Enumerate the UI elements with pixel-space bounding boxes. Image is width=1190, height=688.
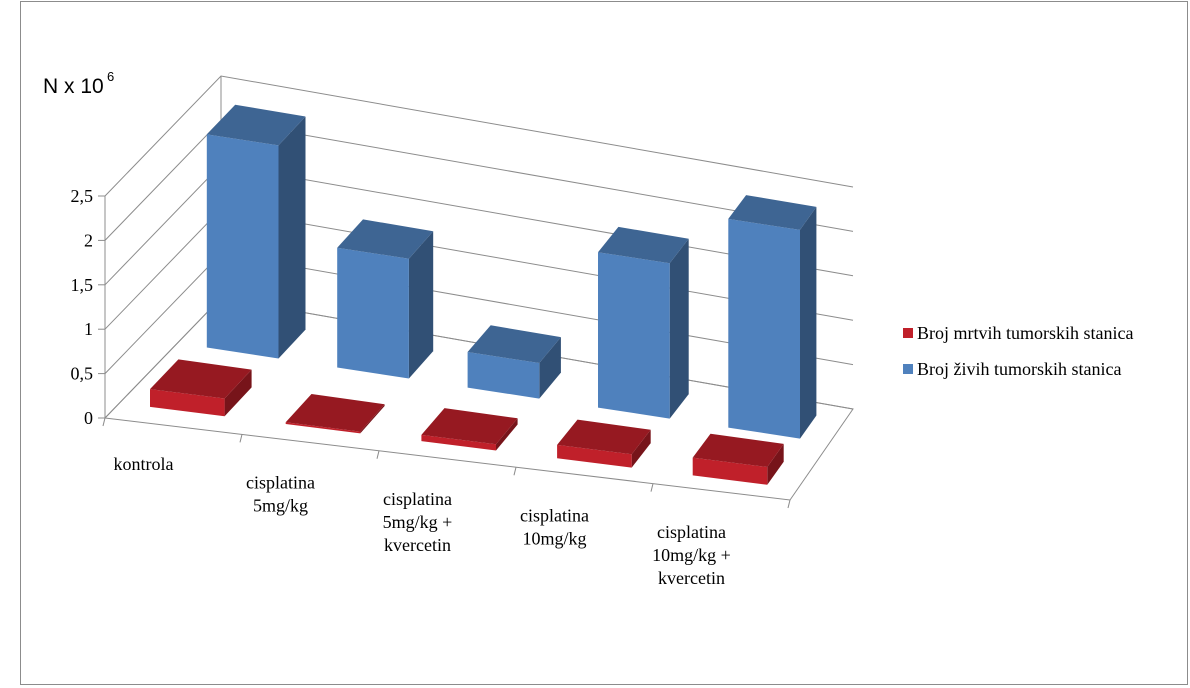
y-tick-label: 0,5 <box>71 364 94 384</box>
x-tick-mark <box>513 467 517 476</box>
bar-front <box>337 247 409 379</box>
bar-top <box>692 433 784 467</box>
bar-front <box>557 444 632 468</box>
legend: Broj mrtvih tumorskih stanica Broj živih … <box>903 323 1133 379</box>
bars <box>150 104 817 485</box>
bar-top <box>150 359 252 399</box>
bar-side <box>224 369 252 417</box>
x-category-line: cisplatina <box>246 473 315 493</box>
x-axis: kontrola cisplatina 5mg/kg cisplatina 5mg/kg… <box>102 417 791 588</box>
y-tick-label: 2 <box>84 230 93 250</box>
y-tick-label: 0 <box>84 408 93 428</box>
y-axis-title: N x 10 6 <box>43 69 114 98</box>
y-axis-title-superscript: 6 <box>107 69 114 84</box>
x-tick-mark <box>102 417 106 427</box>
bar-top <box>557 419 651 455</box>
bar-front <box>692 457 768 485</box>
bar <box>728 195 817 439</box>
bar-side <box>278 116 306 359</box>
y-tick-label: 2,5 <box>71 186 94 206</box>
series-dead-bars <box>150 359 784 485</box>
x-category-line: cisplatina <box>657 522 726 542</box>
chart-frame: 0 0,5 1 1,5 2 2,5 kontrola cisplatina 5mg/kg cis… <box>20 1 1188 685</box>
x-category-label: cisplatina 10mg/kg + kvercetin <box>652 522 731 588</box>
x-tick-mark <box>376 450 380 459</box>
bar-top <box>337 219 434 259</box>
y-axis: 0 0,5 1 1,5 2 2,5 <box>71 186 105 428</box>
x-category-line: 10mg/kg + <box>652 545 731 565</box>
legend-label: Broj živih tumorskih stanica <box>917 359 1121 379</box>
bar <box>598 226 689 419</box>
bar <box>150 359 252 417</box>
bar-front <box>728 218 800 439</box>
bar-front <box>598 252 670 419</box>
bar <box>467 325 561 399</box>
bar <box>557 419 651 468</box>
x-category-line: 10mg/kg <box>522 528 586 548</box>
x-category-label: cisplatina 5mg/kg + kvercetin <box>383 489 453 555</box>
bar-top <box>598 226 689 264</box>
legend-label: Broj mrtvih tumorskih stanica <box>917 323 1133 343</box>
bar-side <box>631 429 651 468</box>
x-category-line: 5mg/kg <box>253 496 308 516</box>
x-category-line: kontrola <box>114 454 174 474</box>
bar <box>337 219 434 379</box>
y-tick-label: 1 <box>84 319 93 339</box>
x-category-line: kvercetin <box>384 535 451 555</box>
x-category-line: cisplatina <box>383 489 452 509</box>
bar-top <box>285 394 385 432</box>
bar-side <box>800 206 817 439</box>
bar-side <box>767 443 784 485</box>
y-axis-title-text: N x 10 <box>43 75 104 98</box>
x-tick-mark <box>650 483 654 492</box>
y-tick-label: 1,5 <box>71 275 94 295</box>
x-category-label: cisplatina 10mg/kg <box>520 505 589 548</box>
bar <box>421 408 518 451</box>
bar-front <box>467 352 540 399</box>
bar-side <box>669 238 689 419</box>
legend-swatch <box>903 328 913 338</box>
bar <box>206 104 306 359</box>
bar-front <box>421 434 496 451</box>
x-category-line: 5mg/kg + <box>383 512 453 532</box>
x-category-label: cisplatina 5mg/kg <box>246 473 315 516</box>
x-category-line: kvercetin <box>658 568 725 588</box>
x-tick-mark <box>787 499 791 509</box>
bar-front <box>206 134 279 359</box>
bar-side <box>496 418 518 451</box>
bar-top <box>421 408 518 445</box>
legend-swatch <box>903 364 913 374</box>
bar-top <box>728 195 817 230</box>
x-category-label: kontrola <box>114 454 174 474</box>
bar-side <box>408 231 434 379</box>
bar-front <box>285 422 361 434</box>
x-tick-mark <box>239 434 243 443</box>
bar-side <box>539 337 561 399</box>
series-live-bars <box>206 104 817 439</box>
bar-side <box>360 404 385 434</box>
bar <box>692 433 784 485</box>
bar <box>285 394 385 434</box>
bar-top <box>206 104 306 146</box>
bar-front <box>150 389 225 417</box>
gridline <box>104 75 854 197</box>
bar-top <box>467 325 561 363</box>
x-category-line: cisplatina <box>520 505 589 525</box>
